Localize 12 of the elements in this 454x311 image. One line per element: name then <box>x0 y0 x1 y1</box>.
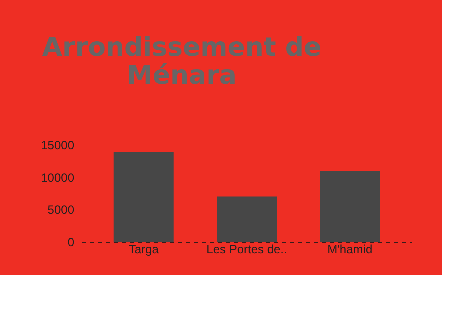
bar <box>114 152 174 242</box>
x-tick-label: Les Portes de.. <box>206 242 288 256</box>
y-tick-label: 0 <box>68 236 75 250</box>
bar <box>217 196 277 242</box>
bar <box>320 172 380 242</box>
x-tick-label: M'hamid <box>328 242 373 256</box>
y-tick-label: 10000 <box>41 170 75 185</box>
y-tick-label: 15000 <box>41 138 75 152</box>
text: Arrondissement de <box>42 33 322 63</box>
x-tick-label: Targa <box>128 242 160 256</box>
text: Ménara <box>127 61 237 91</box>
y-tick-label: 5000 <box>48 203 75 218</box>
